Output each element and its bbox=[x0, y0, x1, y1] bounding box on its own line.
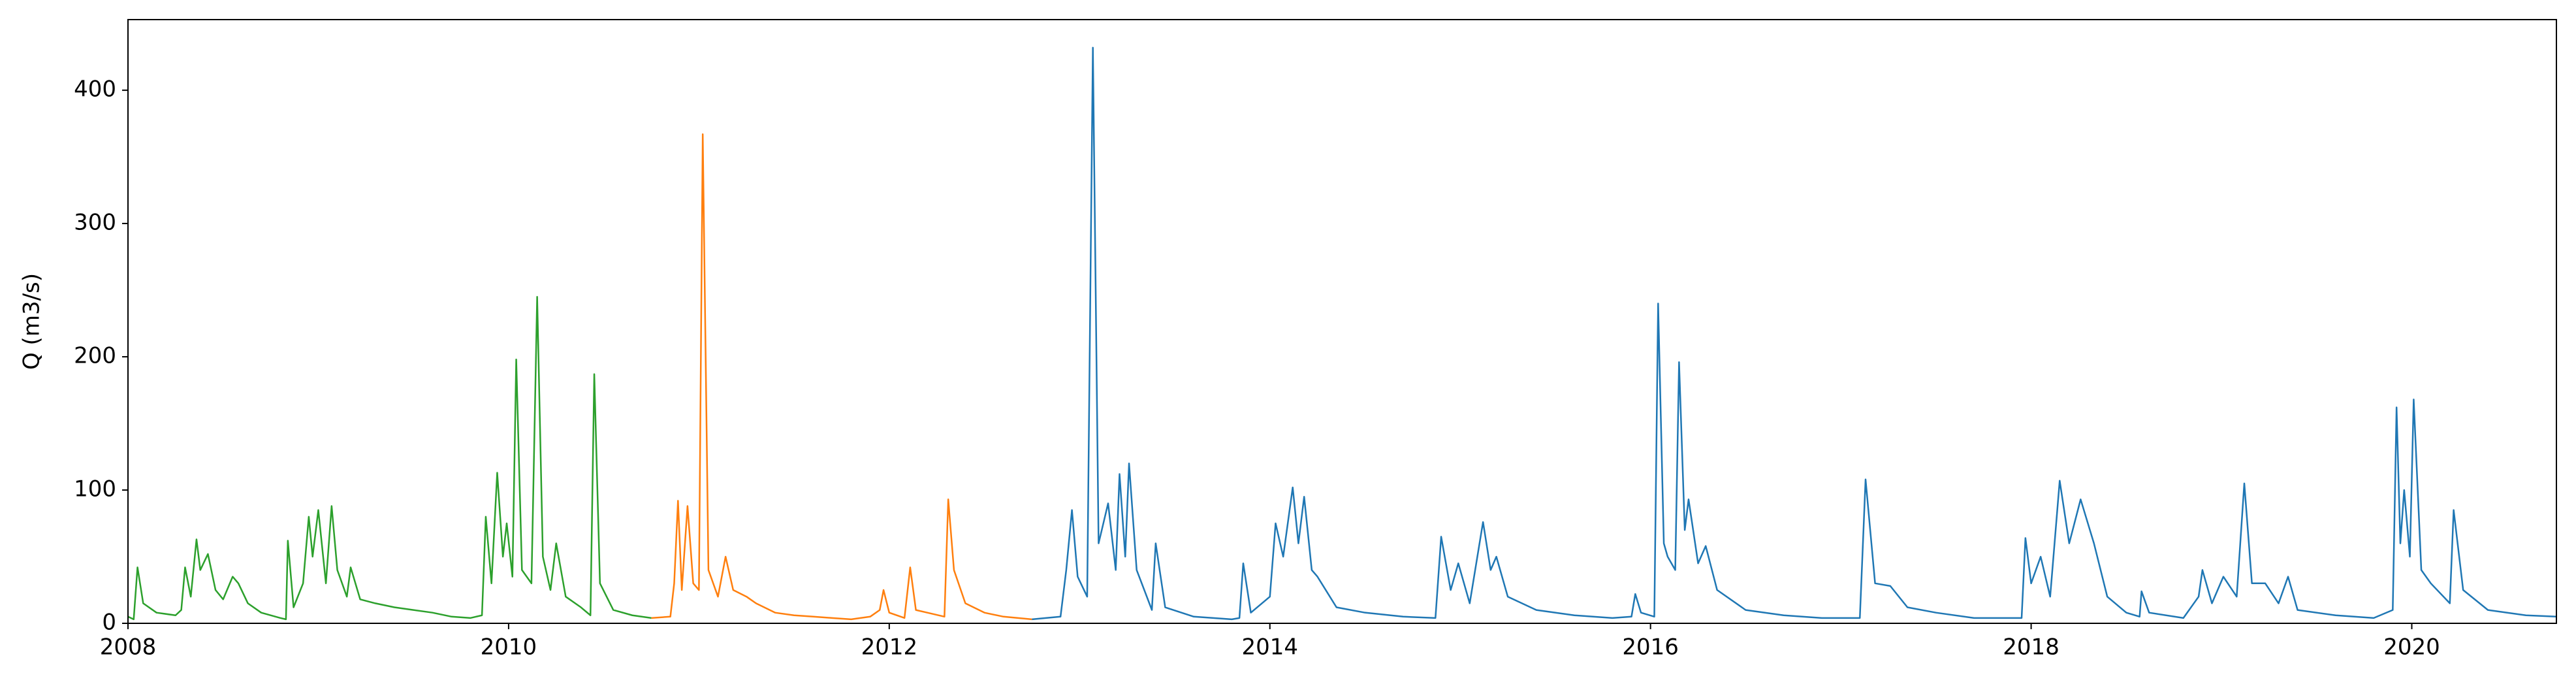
x-tick-label: 2014 bbox=[1241, 634, 1298, 661]
y-tick-label: 100 bbox=[74, 476, 116, 502]
x-tick-label: 2010 bbox=[481, 634, 537, 661]
plot-frame bbox=[127, 19, 2557, 624]
x-tick-label: 2008 bbox=[100, 634, 157, 661]
y-tick-label: 0 bbox=[102, 610, 116, 636]
series-line bbox=[127, 296, 652, 621]
series-line bbox=[651, 133, 1032, 621]
y-tick-label: 300 bbox=[74, 210, 116, 236]
y-axis-label: Q (m3/s) bbox=[19, 273, 45, 370]
y-tick-label: 400 bbox=[74, 76, 116, 103]
x-tick-label: 2012 bbox=[861, 634, 918, 661]
y-tick-label: 200 bbox=[74, 343, 116, 369]
x-tick-label: 2020 bbox=[2383, 634, 2440, 661]
x-tick-label: 2016 bbox=[1622, 634, 1679, 661]
series-line bbox=[1032, 46, 2557, 621]
x-tick-label: 2018 bbox=[2003, 634, 2059, 661]
